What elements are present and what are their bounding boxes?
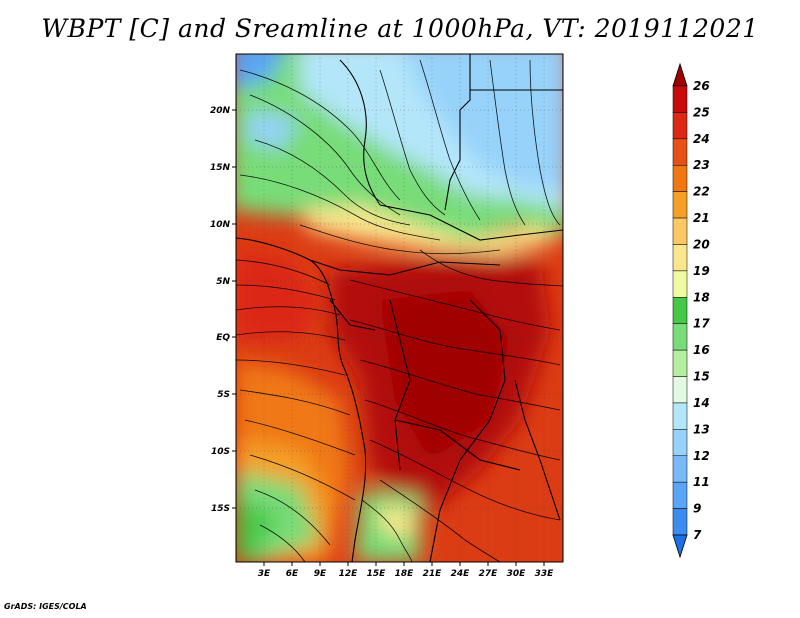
colorbar-label: 20	[693, 237, 710, 251]
colorbar-segment	[672, 481, 688, 509]
map-frame	[235, 53, 564, 563]
chart-title: WBPT [C] and Sreamline at 1000hPa, VT: 2…	[41, 14, 759, 43]
lon-tick-label: 27E	[479, 569, 499, 579]
colorbar-segment	[672, 164, 688, 192]
colorbar-label: 21	[693, 211, 710, 225]
lat-tick-label: 20N	[210, 106, 231, 116]
lon-tick-label: 9E	[314, 569, 327, 579]
colorbar-segment	[672, 429, 688, 457]
lon-tick-label: 6E	[286, 569, 299, 579]
colorbar-label: 18	[693, 290, 710, 304]
lat-tick-label: 10N	[210, 220, 231, 230]
lon-tick-label: 24E	[451, 569, 471, 579]
colorbar-segment	[672, 217, 688, 245]
colorbar-segment	[672, 349, 688, 377]
lon-tick-label: 18E	[395, 569, 415, 579]
lon-tick-label: 3E	[258, 569, 271, 579]
colorbar-segment	[672, 402, 688, 430]
latitude-axis: 20N 15N 10N 5N EQ 5S 10S 15S	[210, 106, 231, 514]
lat-tick-label: 5N	[216, 277, 230, 287]
colorbar-segment	[672, 455, 688, 483]
lat-tick-label: EQ	[216, 333, 230, 343]
colorbar-segment	[672, 112, 688, 140]
lon-tick-label: 12E	[339, 569, 359, 579]
colorbar-segment	[672, 376, 688, 404]
lon-tick-label: 21E	[423, 569, 443, 579]
lat-tick-label: 15S	[211, 504, 230, 514]
colorbar-label: 15	[693, 370, 710, 384]
colorbar-label: 17	[693, 317, 710, 331]
colorbar-segment	[672, 508, 688, 536]
colorbar-label: 11	[693, 475, 710, 489]
colorbar-label: 25	[693, 105, 710, 119]
colorbar-segment	[672, 85, 688, 113]
lon-tick-label: 33E	[535, 569, 555, 579]
colorbar-segment	[672, 244, 688, 272]
wbpt-field	[236, 54, 563, 562]
streamlines	[236, 59, 563, 562]
colorbar-label: 9	[693, 502, 701, 516]
colorbar-label: 16	[693, 343, 710, 357]
colorbar-label: 13	[693, 422, 710, 436]
colorbar-segment	[672, 191, 688, 219]
lat-tick-label: 15N	[210, 163, 231, 173]
colorbar-min-arrow	[672, 534, 688, 559]
lon-tick-label: 15E	[367, 569, 387, 579]
colorbar-segment	[672, 297, 688, 324]
colorbar-label: 14	[693, 396, 710, 410]
lat-tick-label: 10S	[211, 447, 230, 457]
colorbar-max-arrow	[672, 62, 688, 87]
colorbar-label: 24	[693, 132, 710, 146]
lat-tick-label: 5S	[217, 390, 230, 400]
longitude-axis: 3E 6E 9E 12E 15E 18E 21E 24E 27E 30E 33E	[258, 569, 554, 579]
colorbar: 26 25 24 23 22 21 20 19 18 17 16 15 14 13 12 11 9 7	[672, 62, 710, 559]
colorbar-segment	[672, 270, 688, 298]
colorbar-segment	[672, 138, 688, 166]
credit-label: GrADS: IGES/COLA	[4, 602, 87, 611]
colorbar-label: 19	[693, 264, 710, 278]
lon-tick-label: 30E	[507, 569, 527, 579]
colorbar-segment	[672, 323, 688, 351]
colorbar-label: 22	[693, 185, 710, 199]
colorbar-label: 12	[693, 449, 710, 463]
colorbar-label: 23	[693, 158, 710, 172]
colorbar-label: 26	[693, 79, 710, 93]
colorbar-label: 7	[693, 528, 702, 542]
